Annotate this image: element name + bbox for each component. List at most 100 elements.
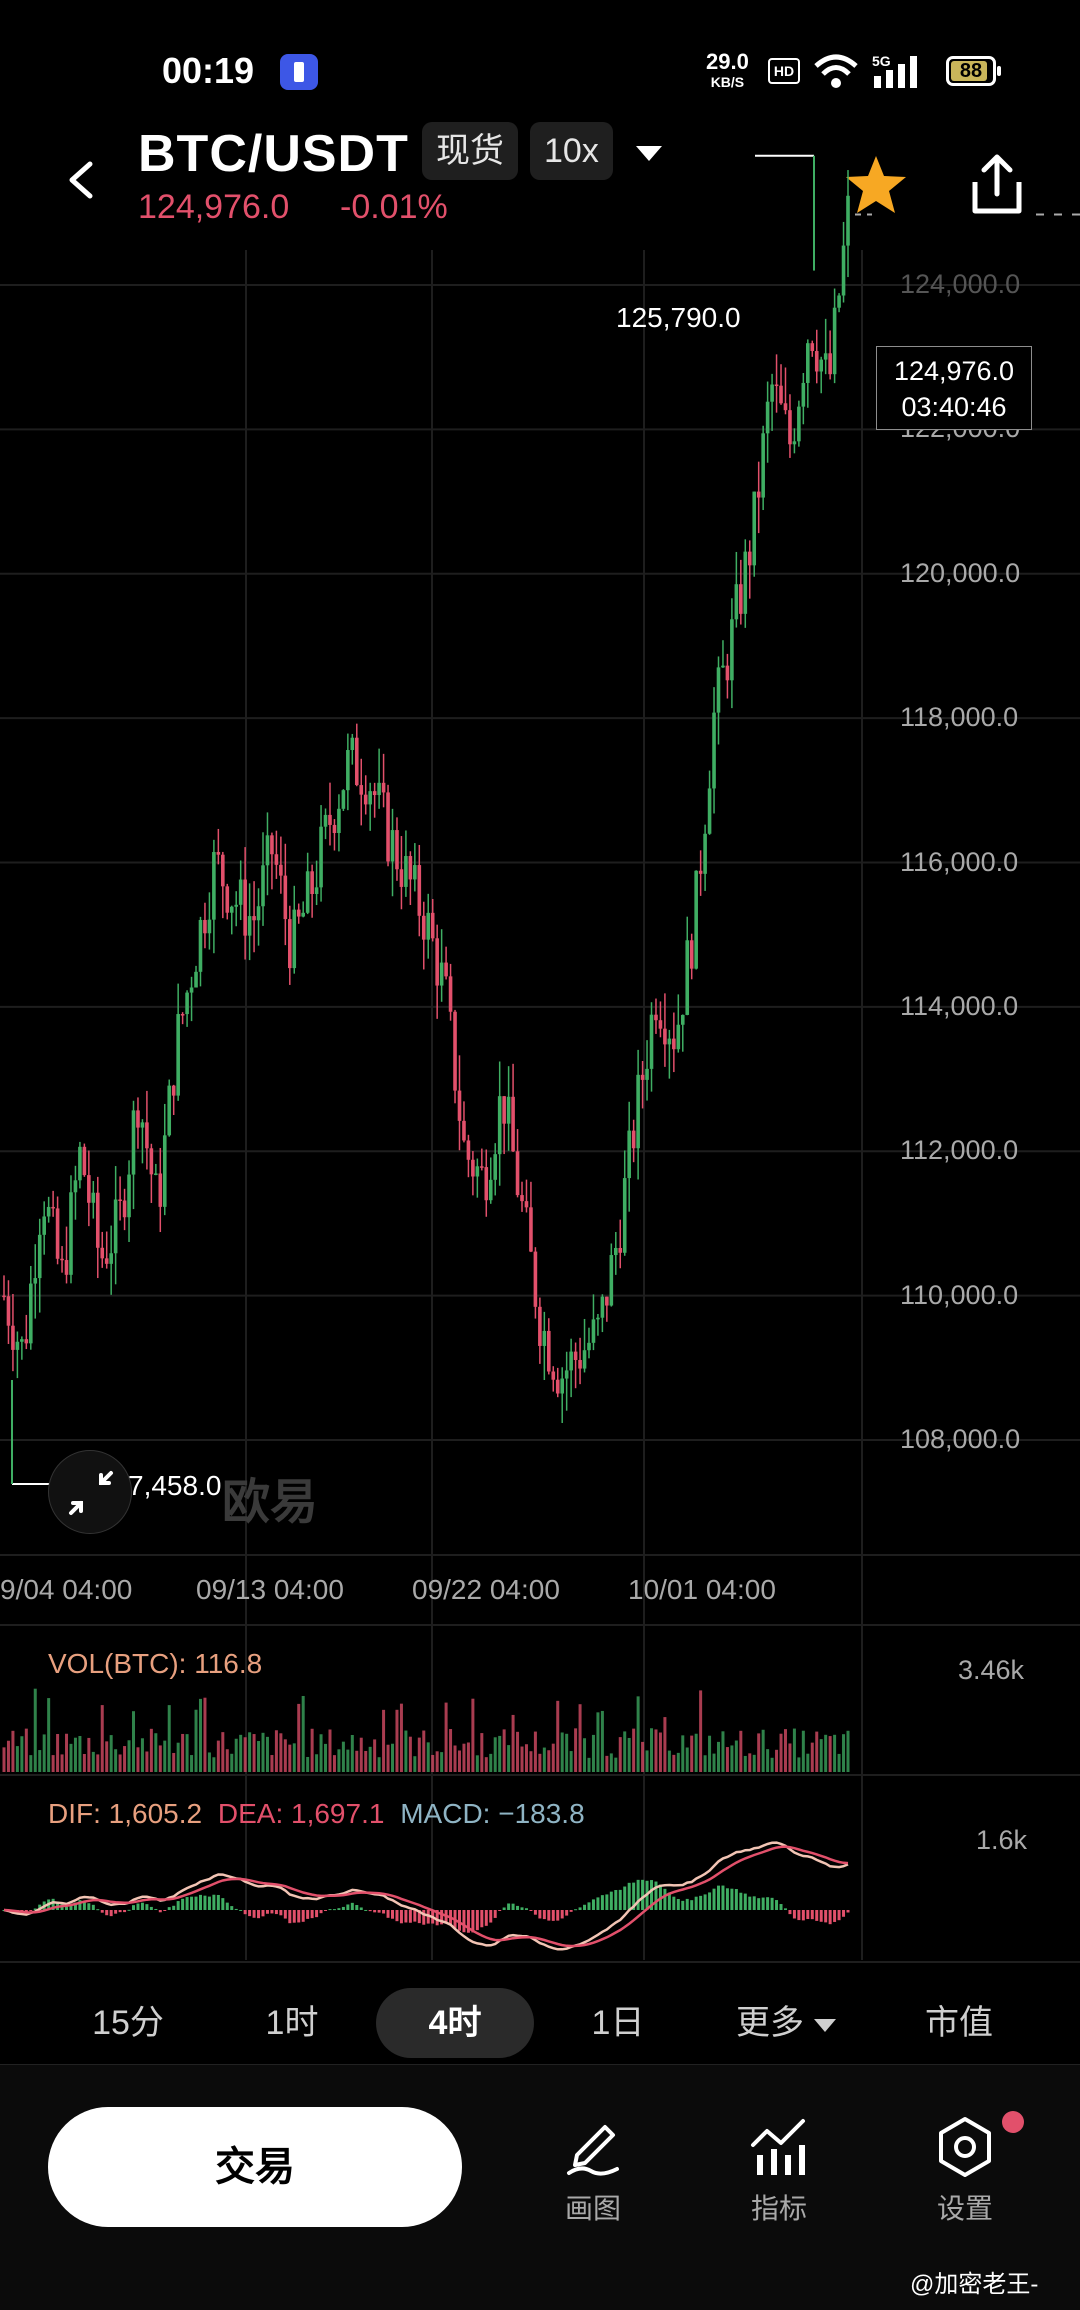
candle-body [480,1166,484,1168]
candle-body [484,1167,489,1201]
macd-histogram-bar [466,1910,470,1933]
candle-body [149,1148,154,1175]
candle-body [194,971,198,988]
x-tick-label: 09/22 04:00 [412,1574,560,1605]
share-icon[interactable] [970,154,1024,216]
macd-histogram-bar [225,1902,229,1910]
candle-body [279,864,283,876]
macd-histogram-bar [203,1895,207,1910]
macd-histogram-bar [596,1897,600,1910]
leverage-chip[interactable]: 10x [530,122,613,180]
candle-body [296,909,301,917]
candle-body [2,1295,6,1298]
draw-tool-button[interactable]: 画图 [528,2115,658,2227]
candle-body [73,1180,78,1193]
candle-body [314,887,319,895]
candle-body [636,1074,640,1149]
volume-bar [198,1698,202,1772]
candle-body [734,584,739,620]
macd-histogram-bar [181,1898,185,1910]
candle-body [104,1258,109,1264]
macd-histogram-bar [480,1910,484,1928]
volume-bar [91,1751,95,1772]
macd-histogram-bar [627,1882,631,1910]
volume-bar [560,1732,564,1772]
macd-histogram-bar [614,1890,618,1910]
macd-histogram-bar [73,1902,77,1910]
tab-15min[interactable]: 15分 [92,2004,164,2042]
candle-body [613,1248,618,1256]
settings-button[interactable]: 设置 [900,2115,1030,2227]
volume-bar [489,1753,493,1772]
candle-body [91,1192,96,1203]
macd-histogram-bar [82,1900,86,1910]
macd-histogram-bar [341,1906,345,1910]
volume-bar [641,1741,645,1772]
macd-histogram-bar [440,1910,444,1925]
volume-bar [842,1734,846,1772]
candle-body [274,854,279,865]
candle-body [377,782,381,796]
candle-body [560,1378,565,1394]
tab-1d[interactable]: 1日 [591,2004,645,2042]
candle-body [283,875,288,920]
candle-body [24,1339,29,1344]
macd-histogram-bar [636,1879,640,1910]
volume-bar [56,1734,60,1772]
indicators-button[interactable]: 指标 [714,2115,844,2227]
volume-bar [243,1737,247,1772]
volume-bar [587,1757,591,1772]
volume-bar [730,1745,734,1772]
candle-body [122,1200,127,1218]
volume-bar [167,1705,171,1772]
candle-body [346,750,350,791]
macd-histogram-bar [136,1903,140,1910]
volume-bar [87,1737,91,1772]
candle-body [667,1038,672,1045]
macd-histogram-bar [386,1910,390,1918]
candle-body [203,919,207,934]
volume-bar [257,1741,261,1772]
macd-histogram-bar [600,1895,604,1910]
candle-body [55,1208,60,1259]
volume-bar [368,1746,372,1772]
back-arrow-icon[interactable] [62,160,102,200]
candle-body [20,1339,24,1342]
volume-bar [73,1737,77,1772]
candle-body [471,1159,475,1177]
pair-title[interactable]: BTC/USDT [138,125,409,183]
volume-bar [775,1749,779,1772]
macd-histogram-bar [127,1909,131,1911]
pair-dropdown-icon[interactable] [636,146,662,161]
candle-body [466,1140,471,1160]
volume-bar [310,1728,314,1772]
candle-body [82,1146,87,1176]
tab-market-cap[interactable]: 市值 [925,2004,993,2042]
favorite-star-icon[interactable] [844,154,908,216]
candle-body [33,1278,38,1284]
trade-button[interactable]: 交易 [48,2107,462,2227]
volume-bar [350,1734,354,1772]
volume-bar [596,1712,600,1772]
volume-bar [547,1750,551,1772]
pen-draw-icon [567,2125,619,2176]
candle-body [95,1192,100,1248]
tab-more[interactable]: 更多 [722,1988,850,2058]
candle-body [493,1154,498,1180]
volume-bar [123,1746,127,1772]
price-chart[interactable] [0,0,1080,1970]
macd-histogram-bar [158,1910,162,1913]
macd-histogram-bar [87,1903,91,1910]
macd-histogram-bar [435,1910,439,1926]
tab-1h[interactable]: 1时 [265,2004,319,2042]
macd-histogram-bar [395,1910,399,1922]
macd-histogram-bar [457,1910,461,1931]
volume-bar [279,1733,283,1772]
low-price-label: 7,458.0 [128,1470,222,1501]
volume-bar [766,1749,770,1772]
market-type-chip[interactable]: 现货 [422,122,518,180]
collapse-chart-button[interactable] [48,1450,132,1534]
macd-histogram-bar [632,1882,636,1910]
tab-4h[interactable]: 4时 [376,1988,534,2058]
macd-histogram-bar [752,1896,756,1910]
